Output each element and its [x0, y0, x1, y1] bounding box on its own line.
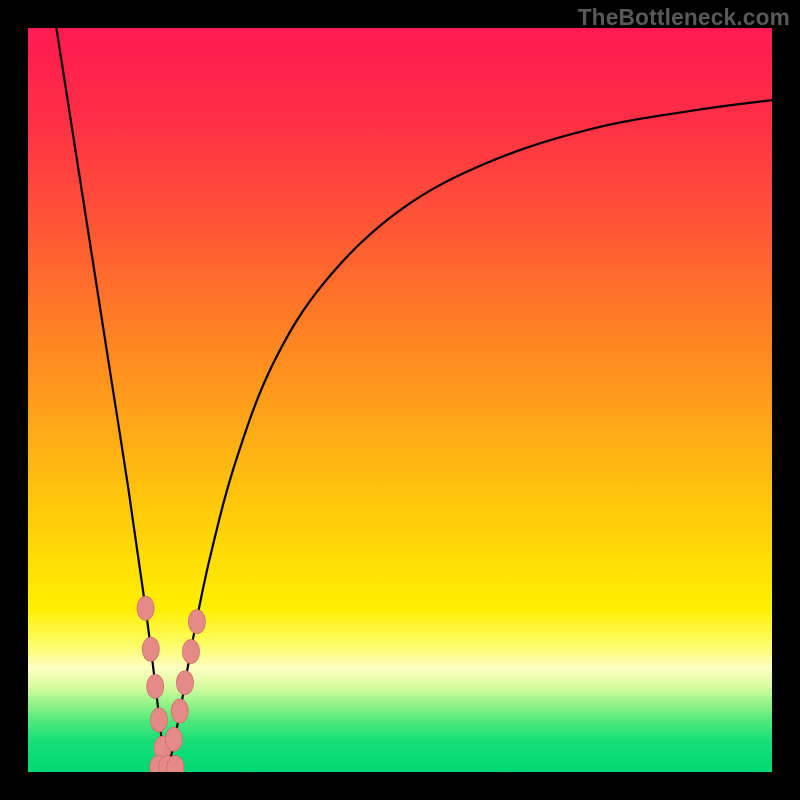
data-marker — [142, 637, 159, 661]
data-marker — [165, 727, 182, 751]
data-marker — [171, 699, 188, 723]
data-marker — [182, 639, 199, 663]
chart-container: TheBottleneck.com — [0, 0, 800, 800]
data-marker — [147, 674, 164, 698]
data-marker — [176, 671, 193, 695]
bottleneck-chart — [0, 0, 800, 800]
plot-background — [28, 28, 772, 772]
data-marker — [137, 596, 154, 620]
data-marker — [150, 708, 167, 732]
data-marker — [188, 610, 205, 634]
